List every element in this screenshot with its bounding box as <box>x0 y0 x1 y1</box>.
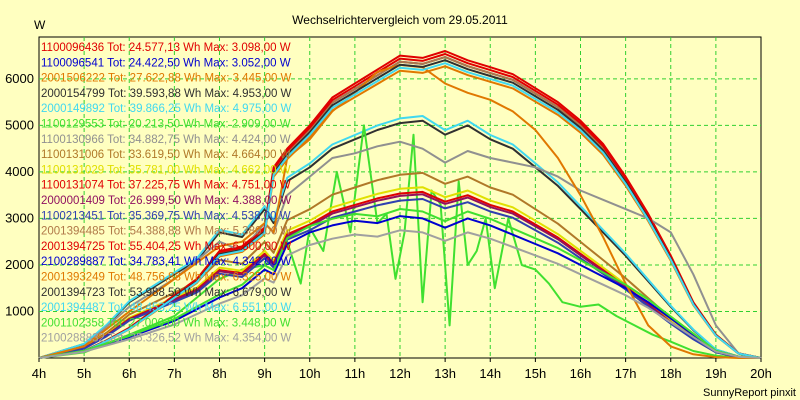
x-tick-label: 16h <box>570 366 592 381</box>
legend-entry: 1100131074 Tot: 37.225,75 Wh Max: 4.751,… <box>41 180 291 192</box>
legend-entry: 2100289887 Tot: 34.783,41 Wh Max: 4.342,… <box>41 256 292 268</box>
x-tick-label: 8h <box>212 366 226 381</box>
series-line-14 <box>38 215 762 359</box>
legend-entry: 2001394725 Tot: 55.404,25 Wh Max: 6.500,… <box>41 241 292 253</box>
x-tick-label: 7h <box>167 366 181 381</box>
legend-entry: 2001393249 Tot: 48.756,88 Wh Max: 6.325,… <box>41 272 292 284</box>
legend-entry: 2000149892 Tot: 39.866,25 Wh Max: 4.975,… <box>41 103 292 115</box>
x-tick-label: 10h <box>299 366 321 381</box>
legend-entry: 1100096436 Tot: 24.577,13 Wh Max: 3.098,… <box>41 42 291 54</box>
x-tick-label: 9h <box>257 366 271 381</box>
x-tick-label: 20h <box>750 366 772 381</box>
legend-entry: 2001506222 Tot: 27.622,88 Wh Max: 3.445,… <box>41 73 292 85</box>
x-tick-label: 18h <box>660 366 682 381</box>
legend-entry: 1100129553 Tot: 20.213,50 Wh Max: 2.909,… <box>41 119 291 131</box>
series-line-10 <box>38 193 762 359</box>
legend-entry: 2001394723 Tot: 53.988,50 Wh Max: 6.679,… <box>41 287 292 299</box>
series-line-11 <box>38 198 762 359</box>
series-lines <box>38 50 762 359</box>
x-tick-label: 17h <box>615 366 637 381</box>
y-tick-label: 4000 <box>5 164 34 179</box>
y-axis-ticks: 1000 2000 3000 4000 5000 6000 <box>5 71 34 319</box>
legend-entry: 2000001409 Tot: 26.999,50 Wh Max: 4.388,… <box>41 195 292 207</box>
series-line-19 <box>38 229 762 359</box>
x-tick-label: 13h <box>434 366 456 381</box>
series-line-13 <box>38 53 762 359</box>
legend: 1100096436 Tot: 24.577,13 Wh Max: 3.098,… <box>41 42 292 345</box>
chart-title: Wechselrichtervergleich vom 29.05.2011 <box>292 13 508 27</box>
grid <box>39 37 761 358</box>
y-tick-label: 6000 <box>5 71 34 86</box>
series-line-18 <box>38 208 762 359</box>
series-line-17 <box>38 62 762 359</box>
plot-area: 1100096436 Tot: 24.577,13 Wh Max: 3.098,… <box>38 36 762 359</box>
legend-entry: 1100213451 Tot: 35.369,75 Wh Max: 4.538,… <box>41 210 291 222</box>
x-tick-label: 4h <box>32 366 46 381</box>
series-line-4 <box>38 115 762 359</box>
x-tick-label: 5h <box>77 366 91 381</box>
legend-entry: 2001102358 Tot: 27.000,00 Wh Max: 3.448,… <box>41 317 291 329</box>
footer-credit: SunnyReport pinxit <box>703 387 796 399</box>
legend-entry: 1100131029 Tot: 35.781,00 Wh Max: 4.662,… <box>41 164 291 176</box>
series-line-7 <box>38 171 762 359</box>
y-tick-label: 5000 <box>5 117 34 132</box>
y-tick-label: 1000 <box>5 303 34 318</box>
legend-entry: 2001394485 Tot: 54.388,88 Wh Max: 5.380,… <box>41 226 292 238</box>
series-line-3 <box>38 119 762 359</box>
legend-entry: 1100096541 Tot: 24.422,50 Wh Max: 3.052,… <box>41 57 291 69</box>
x-tick-label: 14h <box>479 366 501 381</box>
legend-entry: 2100288832 Tot: 35.326,52 Wh Max: 4.354,… <box>41 333 292 345</box>
legend-entry: 1100131006 Tot: 33.619,50 Wh Max: 4.664,… <box>41 149 291 161</box>
series-line-15 <box>38 63 761 359</box>
x-axis-ticks: 4h 5h 6h 7h 8h 9h 10h 11h 12h 13h 14h 15h 16h 17h 18h 1… <box>32 358 772 381</box>
y-tick-label: 2000 <box>5 257 34 272</box>
y-tick-label: 3000 <box>5 210 34 225</box>
x-tick-label: 12h <box>389 366 411 381</box>
x-tick-label: 15h <box>525 366 547 381</box>
y-axis-label: W <box>34 18 46 32</box>
x-tick-label: 6h <box>122 366 136 381</box>
legend-entry: 1100130966 Tot: 34.882,75 Wh Max: 4.424,… <box>41 134 291 146</box>
legend-entry: 2000154799 Tot: 39.593,88 Wh Max: 4.953,… <box>41 88 292 100</box>
legend-entry: 2001394487 Tot: 48.453,25 Wh Max: 6.551,… <box>41 302 292 314</box>
x-tick-label: 11h <box>345 366 366 381</box>
x-tick-label: 19h <box>705 366 727 381</box>
